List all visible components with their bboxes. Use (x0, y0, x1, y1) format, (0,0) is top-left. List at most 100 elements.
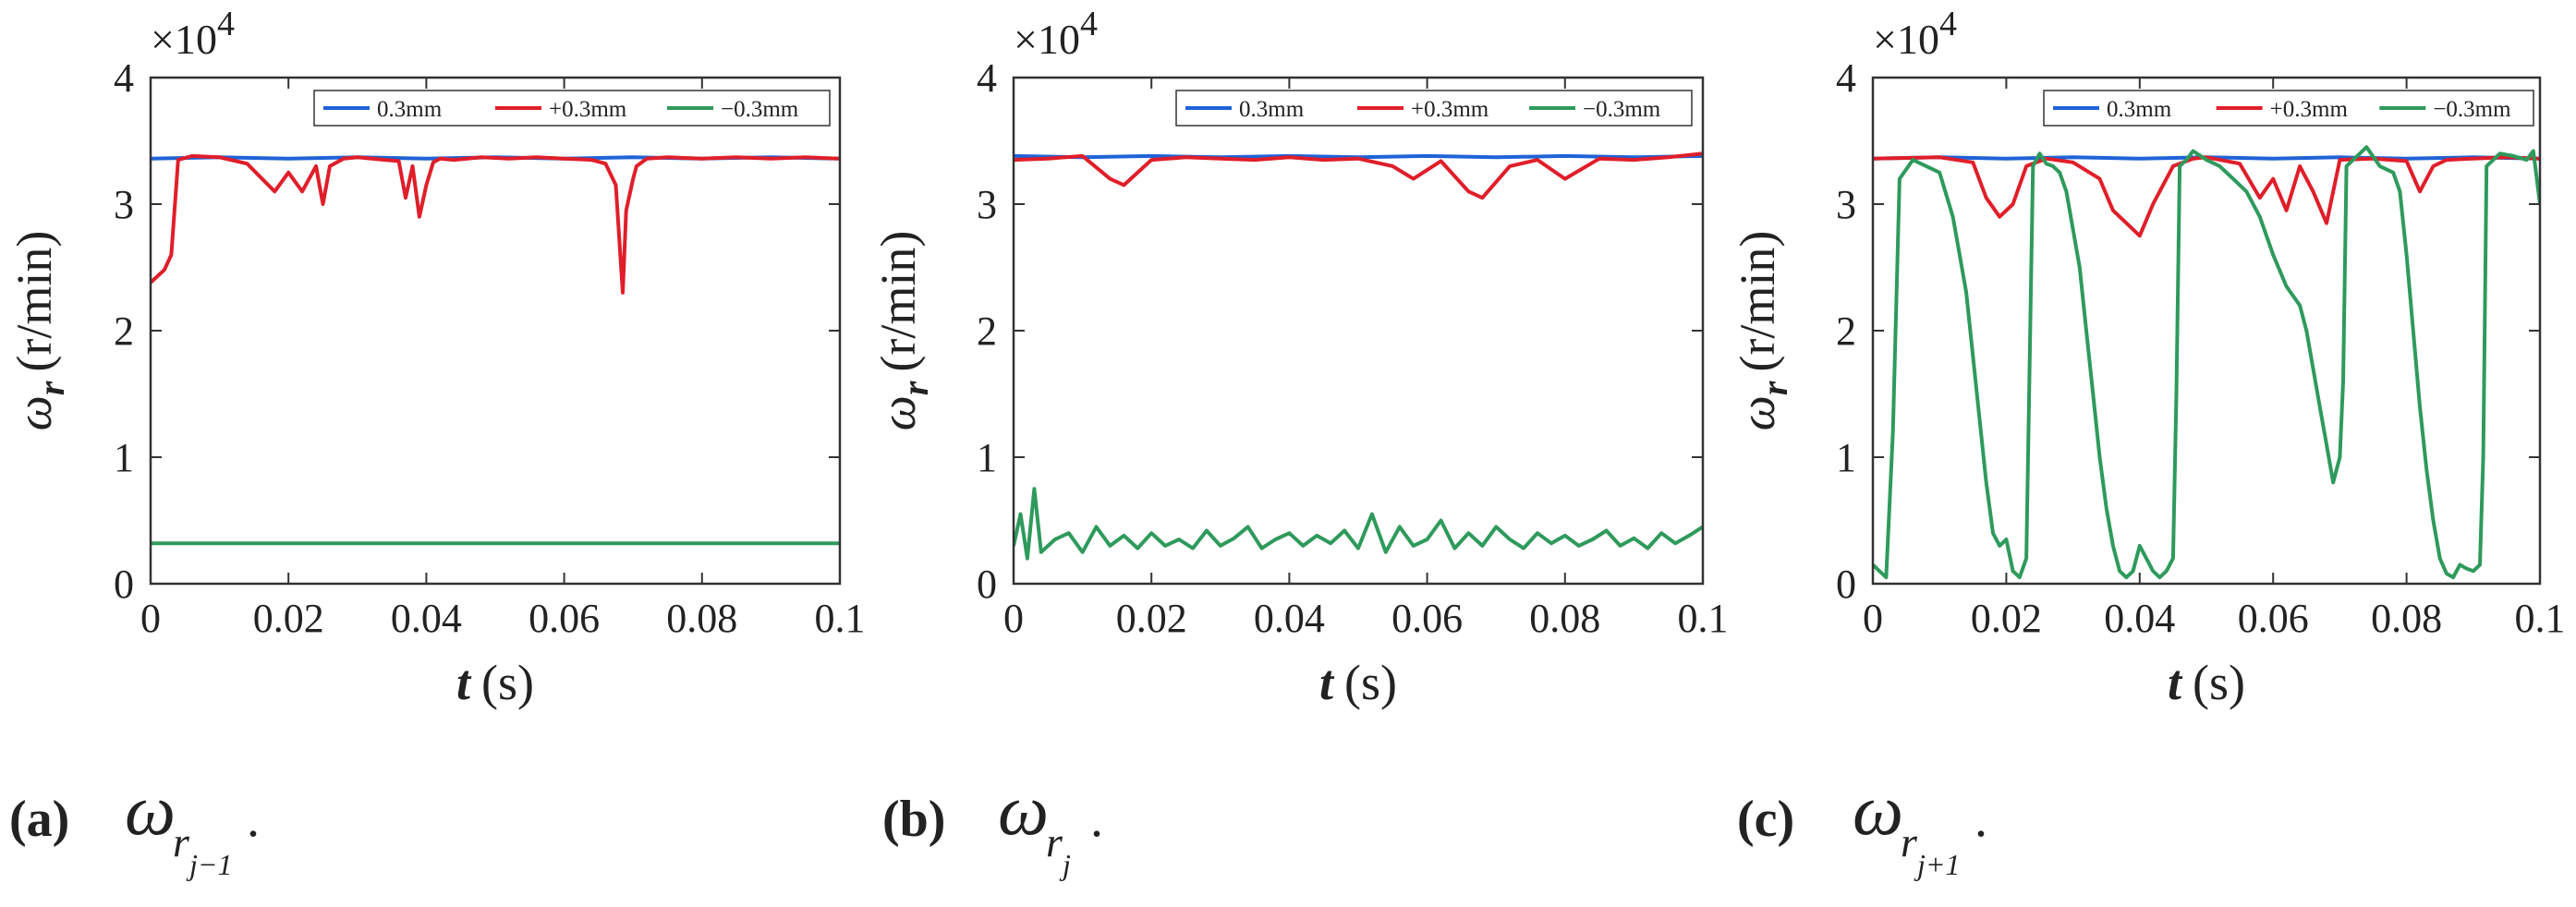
y-tick-label: 2 (114, 308, 134, 354)
y-axis-unit: (r/min) (6, 231, 62, 372)
y-tick-label: 2 (1836, 308, 1856, 354)
series-group (151, 153, 840, 546)
y-tick-label: 3 (114, 182, 134, 227)
x-tick-label: 0.1 (1678, 596, 1729, 641)
caption-subsubscript: j−1 (186, 848, 232, 881)
caption-symbol: ω (125, 769, 176, 850)
caption-symbol: ω (998, 769, 1049, 850)
legend-label-2: +0.3mm (2270, 97, 2349, 122)
y-axis-unit: (r/min) (1730, 231, 1785, 372)
axes-box (149, 76, 842, 586)
caption-label: (c) (1737, 791, 1794, 848)
legend-box (2043, 90, 2534, 127)
x-axis-unit: (s) (481, 655, 534, 710)
x-tick-label: 0.06 (1391, 596, 1463, 641)
x-tick-label: 0.08 (666, 596, 737, 641)
x-tick-label: 0.02 (253, 596, 324, 641)
series-line-2 (1014, 151, 1703, 200)
y-axis-title: ωr (r/min) (6, 231, 72, 431)
legend-label-2: +0.3mm (1411, 97, 1489, 122)
x-tick-label: 0.08 (2371, 596, 2442, 641)
y-tick-label: 0 (114, 562, 134, 607)
x-tick-label: 0 (1863, 596, 1883, 641)
x-tick-label: 0.1 (2515, 596, 2566, 641)
y-tick-label: 3 (977, 182, 997, 227)
y-tick-label: 1 (114, 435, 134, 480)
y-tick-label: 4 (1836, 55, 1856, 101)
x-tick-label: 0.02 (1971, 596, 2042, 641)
legend-label-3: −0.3mm (2433, 97, 2511, 122)
y-axis-subscript: r (30, 381, 72, 395)
x-axis-title: t (s) (1319, 655, 1397, 710)
series-line-3 (1014, 487, 1703, 561)
x-tick-label: 0.08 (1529, 596, 1600, 641)
legend-label-1: 0.3mm (377, 97, 443, 122)
caption-label: (b) (882, 791, 945, 848)
series-group (1873, 145, 2540, 580)
caption-subsubscript: j+1 (1914, 848, 1960, 881)
chart-panel-1: 0 0.02 0.04 0.06 0.08 0.1 0 1 2 3 4×104 0.3mm +0.3mm… (6, 5, 866, 881)
axes-box (1012, 76, 1705, 586)
y-exponent-base: ×10 (1014, 16, 1080, 63)
x-tick-label: 0.1 (815, 596, 866, 641)
x-axis-symbol: t (1319, 655, 1335, 710)
y-tick-label: 1 (1836, 435, 1856, 480)
y-tick-label: 2 (977, 308, 997, 354)
x-tick-label: 0.06 (2238, 596, 2309, 641)
series-group (1014, 151, 1703, 561)
x-axis-symbol: t (2168, 655, 2183, 710)
caption-subscript: r (1046, 818, 1063, 865)
y-axis-subscript: r (894, 381, 936, 395)
y-tick-label: 0 (1836, 562, 1856, 607)
y-axis-symbol: ω (870, 395, 926, 430)
legend-label-1: 0.3mm (2107, 97, 2172, 122)
y-axis-unit: (r/min) (870, 231, 926, 372)
y-exponent-base: ×10 (1873, 16, 1939, 63)
legend: 0.3mm +0.3mm −0.3mm (2043, 90, 2534, 127)
y-exponent-label: ×104 (1873, 5, 1957, 63)
x-axis-unit: (s) (1344, 655, 1397, 710)
series-line-2 (151, 153, 840, 295)
y-tick-label: 3 (1836, 182, 1856, 227)
caption-symbol: ω (1853, 769, 1903, 850)
legend-label-2: +0.3mm (549, 97, 627, 122)
caption-subscript: r (1901, 818, 1918, 865)
y-tick-label: 0 (977, 562, 997, 607)
y-axis-title: ωr (r/min) (1730, 231, 1795, 431)
y-exponent-label: ×104 (151, 5, 235, 63)
caption-period: . (1090, 791, 1103, 848)
series-line-2 (1873, 155, 2540, 238)
y-axis-subscript: r (1754, 381, 1795, 395)
y-tick-label: 4 (977, 55, 997, 101)
y-axis-symbol: ω (1730, 395, 1785, 430)
x-axis-title: t (s) (2168, 655, 2245, 710)
y-exponent-power: 4 (1939, 5, 1957, 43)
panel-caption: (c) ωr j+1. (1737, 769, 1987, 881)
legend-box (1175, 90, 1693, 127)
y-exponent-label: ×104 (1014, 5, 1098, 63)
x-axis-unit: (s) (2193, 655, 2245, 710)
legend-label-3: −0.3mm (721, 97, 799, 122)
x-tick-label: 0.04 (391, 596, 462, 641)
x-axis-symbol: t (456, 655, 472, 710)
x-tick-label: 0.02 (1116, 596, 1187, 641)
legend-box (313, 90, 831, 127)
caption-subscript: r (173, 818, 190, 865)
x-tick-label: 0.06 (529, 596, 600, 641)
axes-box (1871, 76, 2542, 586)
panel-caption: (a) ωr j−1. (9, 769, 260, 881)
caption-period: . (1975, 791, 1987, 848)
y-exponent-base: ×10 (151, 16, 217, 63)
series-line-3 (1873, 145, 2540, 580)
y-exponent-power: 4 (217, 5, 235, 43)
legend-label-1: 0.3mm (1239, 97, 1305, 122)
x-tick-label: 0.04 (2104, 596, 2175, 641)
x-tick-label: 0 (140, 596, 161, 641)
legend: 0.3mm +0.3mm −0.3mm (313, 90, 831, 127)
y-axis-symbol: ω (6, 395, 62, 430)
caption-label: (a) (9, 791, 69, 848)
